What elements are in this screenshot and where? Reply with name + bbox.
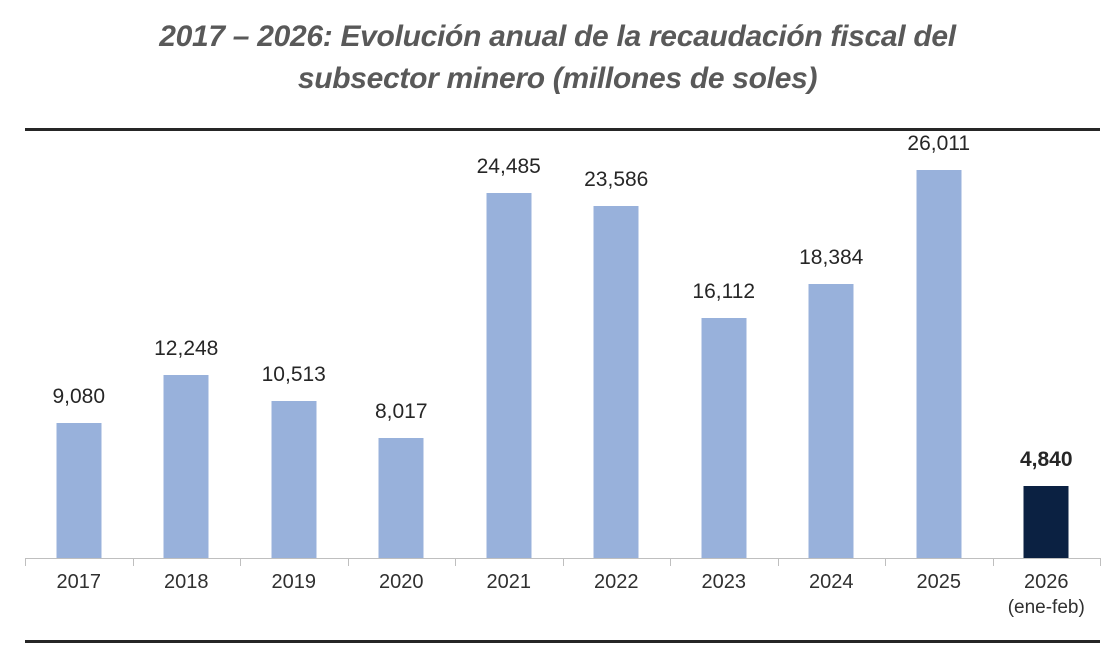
bar-value-label: 12,248 bbox=[154, 337, 219, 360]
x-axis-label-text: 2024 bbox=[809, 571, 854, 593]
x-axis-label-2021: 2021 bbox=[455, 569, 563, 621]
bar-2018 bbox=[163, 375, 209, 558]
x-axis-label-2023: 2023 bbox=[670, 569, 778, 621]
chart-title: 2017 – 2026: Evolución anual de la recau… bbox=[159, 20, 956, 95]
x-axis-label-2018: 2018 bbox=[133, 569, 241, 621]
axis-tick bbox=[562, 558, 564, 566]
bar-value-label: 4,840 bbox=[1019, 448, 1073, 471]
x-axis-label-2019: 2019 bbox=[240, 569, 348, 621]
x-axis-label-text: 2020 bbox=[379, 571, 424, 593]
axis-tick bbox=[992, 558, 994, 566]
axis-tick bbox=[25, 558, 26, 566]
chart-column: 16,112 bbox=[670, 130, 778, 558]
bottom-rule-line bbox=[25, 640, 1100, 643]
x-axis-labels: 2017 2018 2019 2020 2021 2022 2023 2024 2025 2026… bbox=[25, 569, 1100, 621]
axis-tick bbox=[455, 558, 456, 566]
chart-column: 12,248 bbox=[133, 130, 241, 558]
x-axis-label-text: 2018 bbox=[164, 571, 209, 593]
x-axis-sublabel-text: (ene-feb) bbox=[1007, 597, 1085, 618]
x-axis-label-text: 2021 bbox=[486, 571, 532, 593]
x-axis-label-text: 2026 bbox=[1024, 571, 1069, 593]
bar-2019 bbox=[271, 401, 317, 558]
plot-area: 9,080 12,248 10,513 8,017 24,485 23,586 16,112… bbox=[25, 130, 1100, 558]
bar-2020 bbox=[378, 438, 424, 558]
bar-value-label: 18,384 bbox=[799, 246, 864, 269]
bar-2026 bbox=[1023, 486, 1069, 558]
axis-tick bbox=[1100, 558, 1101, 566]
axis-tick bbox=[347, 558, 349, 566]
chart-column: 26,011 bbox=[885, 130, 993, 558]
x-axis-label-text: 2023 bbox=[701, 571, 747, 593]
bar-2021 bbox=[486, 193, 532, 558]
top-rule-line bbox=[25, 128, 1100, 131]
bar-value-label: 16,112 bbox=[692, 280, 756, 303]
bar-2024 bbox=[808, 284, 854, 558]
x-axis-label-2022: 2022 bbox=[563, 569, 671, 621]
axis-tick bbox=[132, 558, 134, 566]
bar-value-label: 24,485 bbox=[476, 155, 541, 178]
chart-column: 23,586 bbox=[563, 130, 671, 558]
x-axis-label-2024: 2024 bbox=[778, 569, 886, 621]
chart-column: 24,485 bbox=[455, 130, 563, 558]
chart-column: 18,384 bbox=[778, 130, 886, 558]
x-axis-label-text: 2019 bbox=[271, 571, 317, 593]
bar-value-label: 9,080 bbox=[52, 385, 106, 408]
bar-2023 bbox=[701, 318, 747, 558]
chart-column: 4,840 bbox=[993, 130, 1101, 558]
chart-column: 8,017 bbox=[348, 130, 456, 558]
x-axis-label-2026: 2026 (ene-feb) bbox=[993, 569, 1101, 621]
x-axis-label-2020: 2020 bbox=[348, 569, 456, 621]
bar-2017 bbox=[56, 423, 102, 558]
x-axis-label-text: 2022 bbox=[594, 571, 639, 593]
bar-value-label: 26,011 bbox=[907, 132, 971, 155]
axis-tick bbox=[670, 558, 671, 566]
x-axis-label-text: 2017 bbox=[56, 571, 102, 593]
axis-tick bbox=[885, 558, 886, 566]
bar-value-label: 8,017 bbox=[374, 400, 428, 423]
bar-2025 bbox=[916, 170, 962, 558]
bar-value-label: 10,513 bbox=[261, 363, 326, 386]
x-axis-label-2017: 2017 bbox=[25, 569, 133, 621]
axis-tick bbox=[240, 558, 241, 566]
x-axis-label-2025: 2025 bbox=[885, 569, 993, 621]
bar-value-label: 23,586 bbox=[584, 168, 649, 191]
bar-2022 bbox=[593, 206, 639, 558]
chart-column: 10,513 bbox=[240, 130, 348, 558]
x-axis-label-text: 2025 bbox=[916, 571, 962, 593]
chart-column: 9,080 bbox=[25, 130, 133, 558]
axis-tick bbox=[777, 558, 779, 566]
